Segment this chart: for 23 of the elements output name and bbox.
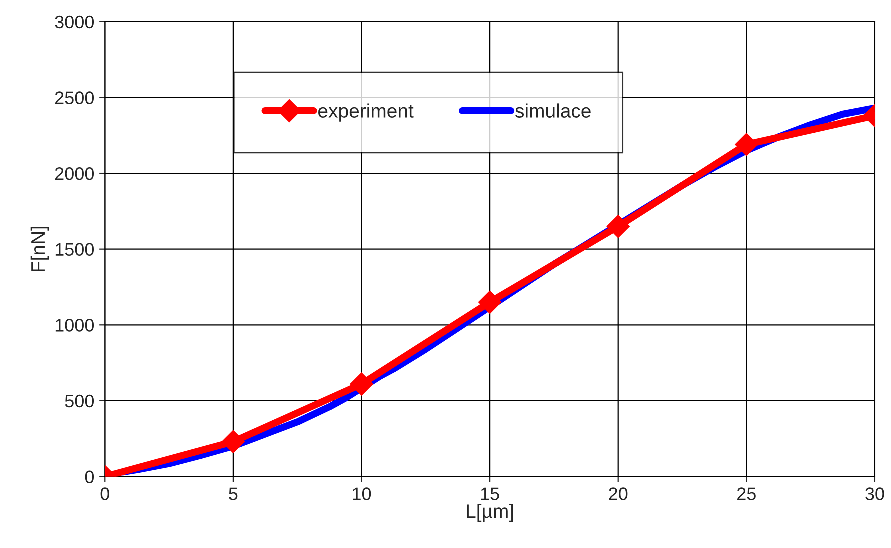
y-tick-label: 2500 [55,92,94,104]
x-tick-label: 20 [609,488,628,500]
x-tick-label: 5 [229,488,238,500]
point [735,133,758,156]
x-tick-label: 25 [738,488,756,500]
point [350,372,374,396]
y-tick-label: 2000 [55,167,94,180]
legend-label: simulace [516,104,591,118]
y-tick-label: 3000 [55,16,94,29]
x-tick-label: 30 [866,488,884,500]
x-tick-label: 15 [481,488,500,500]
y-tick-label: 1000 [56,319,94,332]
y-tick-label: 500 [65,394,94,408]
legend-label: experiment [318,104,414,122]
x-tick-label: 0 [100,488,110,500]
point [222,430,245,454]
point [478,290,502,314]
y-tick-label: 1500 [56,243,94,256]
x-axis-title: L[µm] [467,504,514,522]
y-tick-label: 0 [85,470,94,484]
y-axis-title: F[nN] [30,226,50,272]
point [606,215,630,238]
x-tick-label: 10 [353,488,372,500]
